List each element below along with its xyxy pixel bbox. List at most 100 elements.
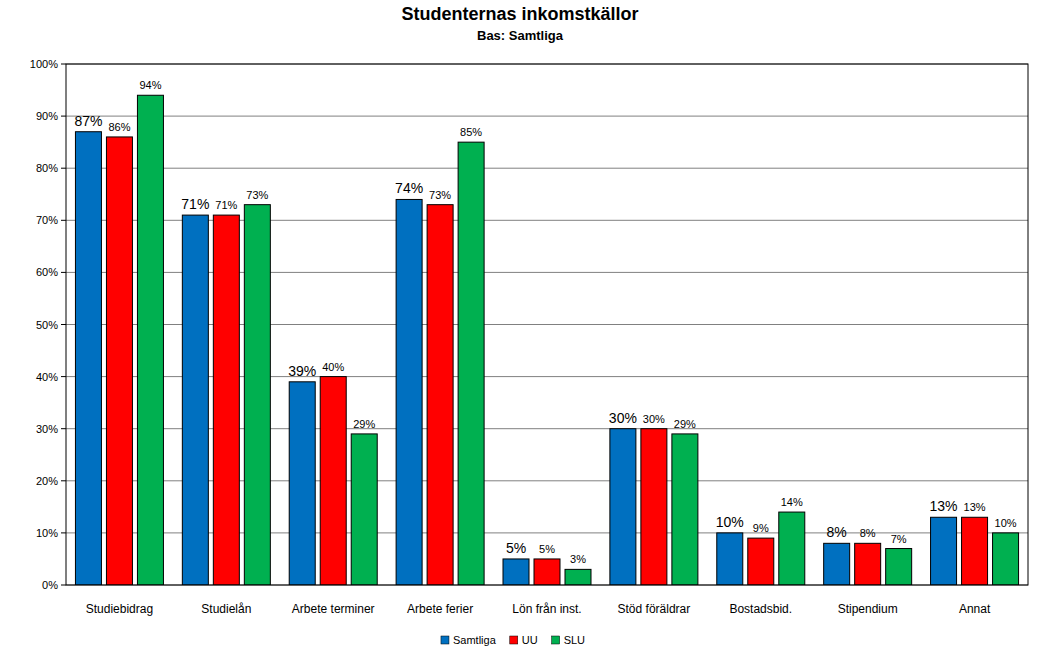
legend-swatch [510, 636, 518, 644]
legend-label: SLU [564, 634, 585, 646]
data-label: 14% [781, 496, 803, 508]
grid-line [66, 532, 1028, 533]
grid-line [66, 272, 1028, 273]
bar [75, 132, 101, 585]
category-label: Arbete ferier [407, 602, 473, 616]
category-label: Arbete terminer [292, 602, 375, 616]
category-label: Stöd föräldrar [618, 602, 691, 616]
tick-label: 40% [36, 371, 58, 383]
grid-line [66, 168, 1028, 169]
data-label: 94% [139, 79, 161, 91]
bar [565, 569, 591, 585]
data-labels: 87% 86% 94% 71% 71% 73% 39% 40% 29% 74% 73% 85% 5% 5%… [74, 79, 1016, 565]
data-label: 9% [753, 522, 769, 534]
category-label: Bostadsbid. [729, 602, 792, 616]
data-label: 10% [716, 514, 744, 530]
tick-label: 10% [36, 527, 58, 539]
data-label: 13% [964, 501, 986, 513]
data-label: 74% [395, 180, 423, 196]
bar [213, 215, 239, 585]
grid-line [66, 116, 1028, 117]
tick-label: 20% [36, 475, 58, 487]
tick-mark [61, 272, 66, 273]
data-label: 7% [891, 533, 907, 545]
bar [717, 533, 743, 585]
bar [182, 215, 208, 585]
tick-label: 50% [36, 319, 58, 331]
data-label: 5% [539, 543, 555, 555]
data-label: 71% [215, 199, 237, 211]
grid-line [66, 376, 1028, 377]
category-label: Annat [959, 602, 991, 616]
bar [534, 559, 560, 585]
bar [962, 517, 988, 585]
tick-label: 0% [42, 579, 58, 591]
data-label: 39% [288, 363, 316, 379]
bar [641, 429, 667, 585]
tick-mark [61, 480, 66, 481]
legend-label: UU [522, 634, 538, 646]
data-label: 29% [353, 418, 375, 430]
bar [244, 205, 270, 585]
data-label: 73% [246, 189, 268, 201]
bar [427, 205, 453, 585]
bar [137, 95, 163, 585]
data-label: 8% [860, 527, 876, 539]
bar [289, 382, 315, 585]
data-label: 40% [322, 361, 344, 373]
bar [855, 543, 881, 585]
tick-mark [61, 220, 66, 221]
bar [886, 549, 912, 585]
bar [106, 137, 132, 585]
grid-line [66, 324, 1028, 325]
title: Studenternas inkomstkällor [401, 4, 638, 24]
bar [993, 533, 1019, 585]
legend-label: Samtliga [453, 634, 497, 646]
tick-label: 70% [36, 214, 58, 226]
data-label: 30% [643, 413, 665, 425]
tick-mark [61, 168, 66, 169]
bar [320, 377, 346, 585]
legend-swatch [552, 636, 560, 644]
category-label: Studiebidrag [86, 602, 153, 616]
tick-mark [61, 585, 66, 586]
data-label: 73% [429, 189, 451, 201]
data-label: 71% [181, 196, 209, 212]
subtitle: Bas: Samtliga [477, 28, 564, 43]
grid-line [66, 428, 1028, 429]
tick-mark [61, 428, 66, 429]
bar [748, 538, 774, 585]
category-label: Lön från inst. [512, 602, 581, 616]
data-label: 3% [570, 553, 586, 565]
bar [824, 543, 850, 585]
tick-label: 100% [30, 58, 58, 70]
data-label: 13% [930, 498, 958, 514]
data-label: 10% [995, 517, 1017, 529]
tick-mark [61, 116, 66, 117]
legend-swatch [441, 636, 449, 644]
data-label: 5% [506, 540, 526, 556]
bar [610, 429, 636, 585]
data-label: 29% [674, 418, 696, 430]
tick-label: 90% [36, 110, 58, 122]
tick-mark [61, 376, 66, 377]
data-label: 87% [74, 113, 102, 129]
tick-label: 60% [36, 266, 58, 278]
tick-label: 80% [36, 162, 58, 174]
bar [351, 434, 377, 585]
tick-label: 30% [36, 423, 58, 435]
data-label: 30% [609, 410, 637, 426]
data-label: 86% [108, 121, 130, 133]
bar [396, 199, 422, 585]
category-label: Stipendium [838, 602, 898, 616]
bar [779, 512, 805, 585]
legend: Samtliga UU SLU [441, 634, 585, 646]
chart: Studenternas inkomstkällor Bas: Samtliga 0… [0, 0, 1040, 655]
bars [75, 95, 1018, 585]
data-label: 85% [460, 126, 482, 138]
tick-mark [61, 324, 66, 325]
plot-frame [66, 64, 1028, 585]
bar [672, 434, 698, 585]
grid-line [66, 220, 1028, 221]
bar [931, 517, 957, 585]
